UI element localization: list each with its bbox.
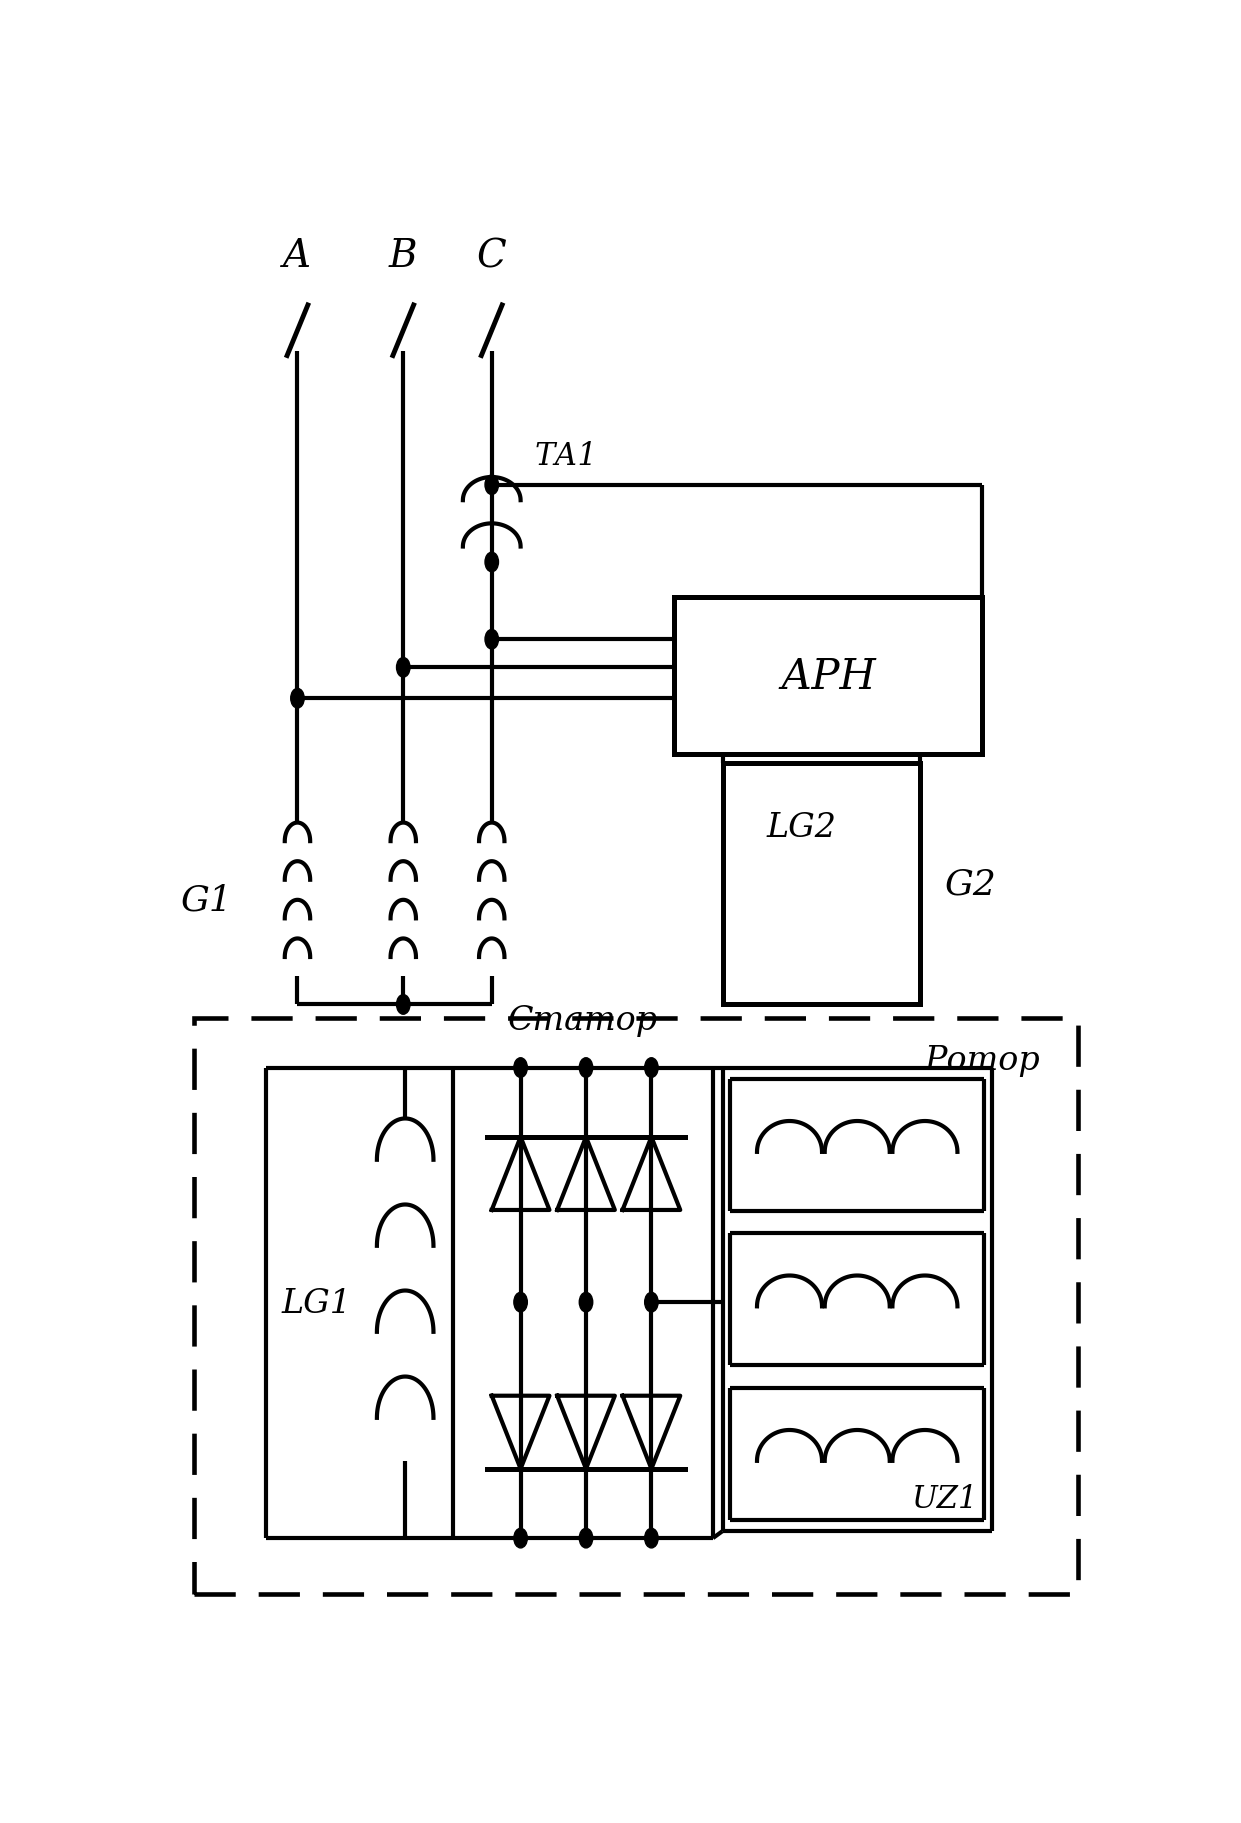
Circle shape [580,1057,593,1077]
Text: АРН: АРН [781,656,876,698]
Text: UZ1: UZ1 [911,1484,978,1515]
Text: C: C [477,239,506,275]
FancyBboxPatch shape [675,598,983,755]
Circle shape [485,552,499,572]
FancyBboxPatch shape [722,764,920,1004]
Text: LG1: LG1 [282,1287,351,1320]
Text: LG2: LG2 [767,811,836,844]
Text: A: A [283,239,311,275]
Circle shape [644,1293,658,1313]
Circle shape [644,1528,658,1548]
Text: Статор: Статор [508,1004,658,1037]
Circle shape [290,689,304,709]
Circle shape [485,476,499,496]
Text: G1: G1 [180,882,232,917]
Circle shape [397,658,410,678]
Text: G2: G2 [944,868,995,901]
Text: B: B [388,239,417,275]
FancyBboxPatch shape [194,1019,1078,1595]
Circle shape [514,1528,527,1548]
Circle shape [514,1057,527,1077]
Text: ТА1: ТА1 [535,441,598,472]
Circle shape [644,1057,658,1077]
Circle shape [485,631,499,649]
Circle shape [514,1293,527,1313]
Circle shape [580,1293,593,1313]
Circle shape [397,995,410,1015]
Circle shape [580,1528,593,1548]
Text: Ротор: Ротор [925,1045,1040,1076]
